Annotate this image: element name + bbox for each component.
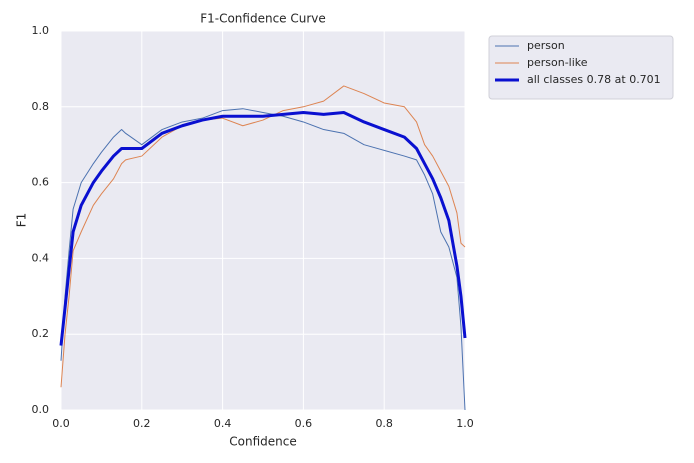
legend-label: person (527, 39, 565, 52)
plot-area (61, 31, 465, 410)
y-tick-label: 0.0 (32, 403, 50, 416)
legend-box (488, 35, 674, 100)
x-tick-label: 0.4 (214, 417, 232, 430)
y-tick-label: 0.4 (32, 251, 50, 264)
y-tick-label: 0.6 (32, 176, 50, 189)
x-tick-label: 0.0 (52, 417, 70, 430)
legend-label: all classes 0.78 at 0.701 (527, 73, 661, 86)
legend-label: person-like (527, 56, 588, 69)
x-tick-label: 0.6 (295, 417, 313, 430)
series-line (60, 108, 466, 411)
x-tick-label: 0.2 (133, 417, 151, 430)
lines (59, 85, 467, 411)
grid (60, 30, 466, 411)
legend: person person-like all classes 0.78 at 0.7… (488, 35, 674, 100)
x-tick-label: 0.8 (375, 417, 393, 430)
y-tick-label: 0.2 (32, 327, 50, 340)
y-tick-label: 1.0 (32, 24, 50, 37)
y-tick-label: 0.8 (32, 100, 50, 113)
x-axis-label: Confidence (229, 435, 296, 449)
series-line (60, 85, 466, 388)
chart-title: F1-Confidence Curve (200, 12, 326, 26)
x-tick-label: 1.0 (456, 417, 474, 430)
series-line (59, 110, 467, 346)
y-axis-label: F1 (15, 213, 29, 228)
